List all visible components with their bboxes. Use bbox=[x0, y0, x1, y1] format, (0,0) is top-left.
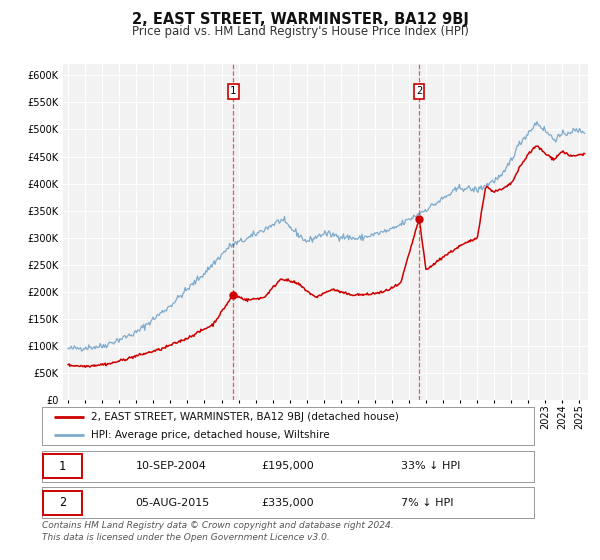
Text: Price paid vs. HM Land Registry's House Price Index (HPI): Price paid vs. HM Land Registry's House … bbox=[131, 25, 469, 38]
Text: 2, EAST STREET, WARMINSTER, BA12 9BJ: 2, EAST STREET, WARMINSTER, BA12 9BJ bbox=[131, 12, 469, 27]
Text: 7% ↓ HPI: 7% ↓ HPI bbox=[401, 498, 454, 507]
FancyBboxPatch shape bbox=[43, 491, 82, 515]
Text: 1: 1 bbox=[59, 460, 66, 473]
Text: HPI: Average price, detached house, Wiltshire: HPI: Average price, detached house, Wilt… bbox=[91, 430, 330, 440]
Text: 2: 2 bbox=[59, 496, 66, 509]
Text: 2, EAST STREET, WARMINSTER, BA12 9BJ (detached house): 2, EAST STREET, WARMINSTER, BA12 9BJ (de… bbox=[91, 412, 399, 422]
Text: £195,000: £195,000 bbox=[262, 461, 314, 471]
Text: 2: 2 bbox=[416, 86, 422, 96]
FancyBboxPatch shape bbox=[43, 454, 82, 478]
Text: 10-SEP-2004: 10-SEP-2004 bbox=[136, 461, 206, 471]
Text: 1: 1 bbox=[230, 86, 236, 96]
Text: £335,000: £335,000 bbox=[262, 498, 314, 507]
Text: 33% ↓ HPI: 33% ↓ HPI bbox=[401, 461, 461, 471]
Text: Contains HM Land Registry data © Crown copyright and database right 2024.
This d: Contains HM Land Registry data © Crown c… bbox=[42, 521, 394, 542]
Text: 05-AUG-2015: 05-AUG-2015 bbox=[136, 498, 210, 507]
